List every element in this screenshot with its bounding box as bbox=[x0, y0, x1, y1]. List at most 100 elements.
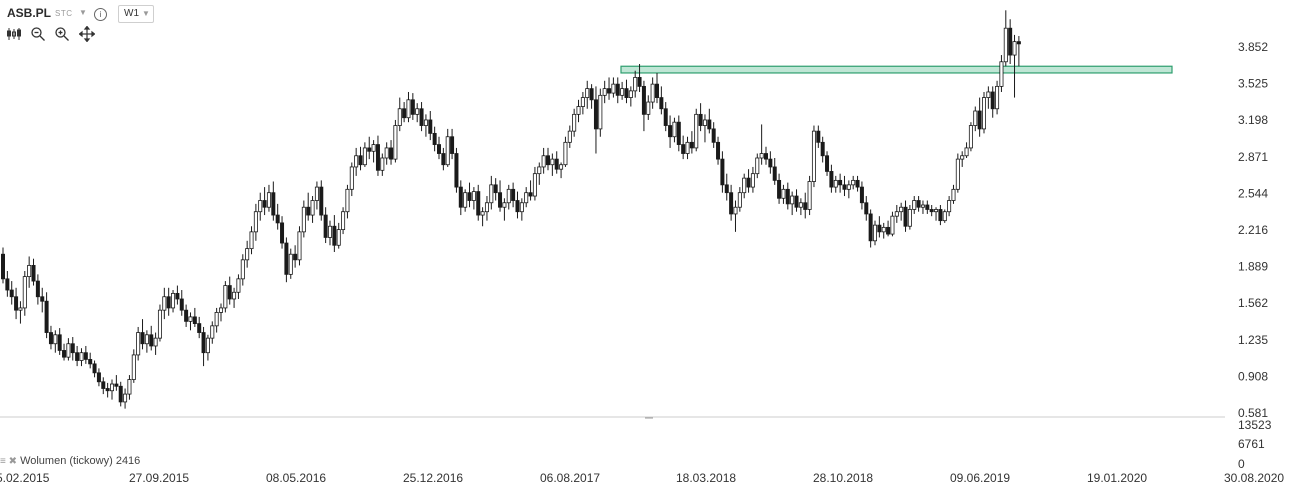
candle bbox=[171, 290, 176, 313]
candle-body bbox=[57, 334, 62, 351]
candle bbox=[423, 114, 428, 137]
candle bbox=[493, 178, 498, 201]
candle bbox=[868, 209, 873, 248]
candle bbox=[986, 86, 991, 109]
candle-body bbox=[397, 108, 402, 126]
candle bbox=[650, 77, 655, 109]
volume-tick-label: 0 bbox=[1238, 457, 1245, 471]
candle-body bbox=[162, 296, 167, 311]
candle bbox=[40, 287, 45, 313]
dropdown-caret-icon[interactable]: ▼ bbox=[79, 8, 87, 17]
candle-body bbox=[960, 155, 965, 160]
candle bbox=[894, 204, 899, 223]
candle-body bbox=[293, 253, 298, 261]
zoom-out-icon[interactable] bbox=[30, 26, 46, 42]
candle bbox=[144, 330, 149, 353]
candle bbox=[720, 151, 725, 193]
candle-body bbox=[737, 192, 742, 208]
candle-body bbox=[620, 88, 625, 96]
candle bbox=[881, 222, 886, 239]
candle-body bbox=[506, 188, 511, 204]
candle-body bbox=[598, 94, 603, 130]
candle-body bbox=[480, 211, 485, 216]
candle-body bbox=[694, 113, 699, 149]
interval-select[interactable]: W1 ▼ bbox=[118, 5, 154, 23]
candle-body bbox=[131, 354, 136, 380]
candle-body bbox=[593, 99, 598, 130]
candle-body bbox=[175, 292, 180, 300]
candle-body bbox=[327, 225, 332, 238]
candle bbox=[964, 142, 969, 158]
candle-body bbox=[450, 136, 455, 154]
candle bbox=[284, 237, 289, 283]
candle-body bbox=[22, 276, 27, 309]
candle-body bbox=[44, 300, 49, 333]
candle-body bbox=[62, 350, 67, 358]
candle-body bbox=[493, 184, 498, 194]
candle-body bbox=[846, 184, 851, 190]
y-tick-label: 1.235 bbox=[1238, 333, 1268, 347]
candle bbox=[240, 254, 245, 286]
candle bbox=[803, 192, 808, 219]
chart-toolbar: ASB.PL STC ▼ i W1 ▼ bbox=[0, 0, 1295, 46]
x-tick-label: 27.09.2015 bbox=[129, 471, 189, 485]
x-tick-label: 18.03.2018 bbox=[676, 471, 736, 485]
candle-body bbox=[136, 332, 141, 356]
candle bbox=[1008, 19, 1013, 65]
candle-body bbox=[624, 88, 629, 98]
pan-crosshair-icon[interactable] bbox=[79, 26, 95, 42]
candle-body bbox=[707, 119, 712, 130]
candle-body bbox=[314, 186, 319, 201]
y-tick-label: 0.581 bbox=[1238, 406, 1268, 420]
candle bbox=[668, 115, 673, 148]
market-code[interactable]: STC bbox=[55, 9, 73, 18]
candle-body bbox=[227, 285, 232, 300]
candle bbox=[48, 325, 53, 350]
candle bbox=[436, 136, 441, 160]
candle-body bbox=[1003, 27, 1008, 63]
candle-body bbox=[755, 157, 760, 175]
candle-body bbox=[982, 97, 987, 130]
candle-body bbox=[986, 91, 991, 98]
candle-body bbox=[1012, 41, 1017, 56]
candle-body bbox=[410, 99, 415, 115]
candle-body bbox=[258, 200, 263, 213]
candle bbox=[96, 368, 101, 387]
candle bbox=[733, 200, 738, 232]
candle bbox=[785, 182, 790, 210]
candle-body bbox=[144, 334, 149, 345]
candle bbox=[842, 175, 847, 197]
candle-body bbox=[88, 359, 93, 365]
chart-type-icon[interactable] bbox=[6, 26, 22, 42]
resistance-zone[interactable] bbox=[620, 65, 1173, 74]
candle bbox=[127, 375, 132, 400]
candle-body bbox=[746, 177, 751, 188]
candle bbox=[641, 80, 646, 132]
candle-body bbox=[48, 332, 53, 345]
candle bbox=[838, 173, 843, 193]
candle-body bbox=[720, 158, 725, 186]
candle-body bbox=[489, 184, 494, 204]
zoom-in-icon[interactable] bbox=[54, 26, 70, 42]
candle bbox=[772, 157, 777, 185]
candle-body bbox=[454, 153, 459, 188]
candle-body bbox=[759, 153, 764, 159]
candle-body bbox=[925, 204, 930, 210]
candle-body bbox=[266, 192, 271, 208]
candle bbox=[920, 200, 925, 214]
symbol-name[interactable]: ASB.PL bbox=[7, 6, 52, 20]
candle-body bbox=[445, 136, 450, 166]
candle bbox=[846, 180, 851, 199]
candle-body bbox=[110, 383, 115, 392]
candle bbox=[655, 72, 660, 104]
candle bbox=[332, 215, 337, 252]
candle-body bbox=[711, 128, 716, 143]
panel-controls-icon[interactable]: ≡ ✖ bbox=[0, 456, 17, 467]
candle bbox=[977, 97, 982, 137]
candle-body bbox=[912, 200, 917, 210]
candle-body bbox=[406, 99, 411, 119]
candle bbox=[585, 80, 590, 109]
candle bbox=[393, 119, 398, 163]
info-icon[interactable]: i bbox=[94, 8, 107, 21]
